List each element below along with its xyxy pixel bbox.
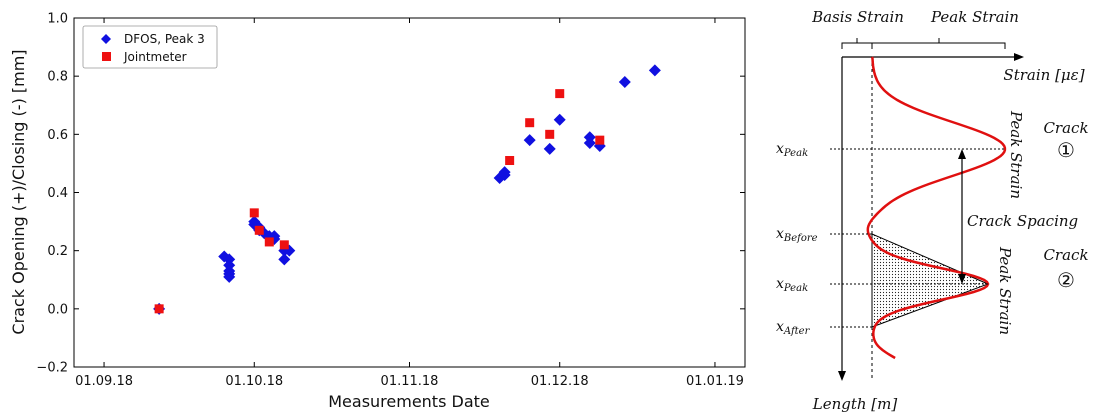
legend-label-dfos: DFOS, Peak 3 [124, 32, 205, 46]
x-tick-label: 01.01.19 [686, 374, 744, 389]
dfos-point [583, 137, 596, 150]
crack-spacing-label: Crack Spacing [967, 212, 1078, 230]
x-after-label: xAfter [776, 319, 811, 337]
length-axis-arrow [838, 371, 846, 381]
x-tick-label: 01.09.18 [75, 374, 133, 389]
jointmeter-point [545, 129, 555, 139]
peak-strain-2-label: Peak Strain [996, 246, 1014, 335]
dfos-point [498, 166, 511, 179]
jointmeter-point [279, 240, 289, 250]
peak-strain-top-label: Peak Strain [930, 8, 1019, 26]
legend-marker-dfos [101, 34, 111, 44]
legend-box [82, 25, 218, 69]
y-tick-label: 0.2 [47, 244, 68, 259]
peak-strain-bracket [871, 38, 1006, 49]
x-tick-label: 01.10.18 [225, 374, 283, 389]
jointmeter-point [505, 156, 515, 166]
length-axis-label: Length [m] [812, 395, 898, 413]
scatter-chart: −0.20.00.20.40.60.81.0 01.09.18 01.10.18 0… [9, 12, 746, 411]
strain-axis-label: Strain [με] [1003, 66, 1084, 84]
y-tick-label: 0.0 [47, 302, 68, 317]
x-tick-label: 01.12.18 [531, 374, 589, 389]
crack-2-number: ② [1057, 268, 1075, 292]
jointmeter-point [525, 118, 535, 128]
dfos-point [553, 113, 566, 126]
basis-strain-bracket [841, 38, 873, 49]
crack-spacing-arrowhead-bottom [958, 274, 966, 284]
y-axis-label: Crack Opening (+)/Closing (-) [mm] [9, 49, 28, 334]
x-axis-ticks: 01.09.18 01.10.18 01.11.18 01.12.18 01.01.19 [75, 18, 744, 389]
legend-label-jointmeter: Jointmeter [123, 50, 187, 64]
jointmeter-point [555, 89, 565, 99]
x-peak-2-label: xPeak [776, 276, 808, 294]
crack-spacing-arrowhead-top [958, 149, 966, 159]
dfos-point [618, 75, 631, 88]
dfos-point [278, 253, 291, 266]
dfos-point [523, 134, 536, 147]
data-points [153, 64, 661, 315]
y-tick-label: 0.6 [47, 128, 68, 143]
plot-frame [73, 17, 746, 368]
x-before-label: xBefore [776, 226, 818, 244]
x-tick-label: 01.11.18 [381, 374, 439, 389]
strain-curve [866, 56, 1007, 360]
crack-2-label: Crack [1043, 246, 1088, 264]
dfos-point [223, 270, 236, 283]
x-peak-1-label: xPeak [776, 141, 808, 159]
y-tick-label: 0.4 [47, 186, 68, 201]
y-tick-label: 0.8 [47, 70, 68, 85]
peak-strain-1-label: Peak Strain [1007, 110, 1025, 199]
crack-1-label: Crack [1043, 119, 1088, 137]
y-tick-label: 1.0 [47, 12, 68, 27]
basis-strain-label: Basis Strain [811, 8, 904, 26]
dfos-point [648, 64, 661, 77]
dfos-point [543, 142, 556, 155]
jointmeter-point [264, 237, 274, 247]
jointmeter-point [254, 225, 264, 235]
legend: DFOS, Peak 3 Jointmeter [82, 25, 218, 69]
legend-marker-jointmeter [102, 52, 111, 61]
y-tick-label: −0.2 [36, 361, 68, 376]
crack-1-number: ① [1057, 138, 1075, 162]
jointmeter-point [154, 304, 164, 314]
jointmeter-point [595, 135, 605, 145]
strain-axis-arrow [1014, 53, 1024, 61]
crack-strain-diagram: Basis Strain Peak Strain Strain [με] Len… [776, 8, 1089, 413]
jointmeter-point [249, 208, 259, 218]
y-axis-ticks: −0.2 0.0 0.2 0.4 0.6 0.8 1.0 [36, 12, 745, 376]
x-axis-label: Measurements Date [328, 392, 490, 411]
